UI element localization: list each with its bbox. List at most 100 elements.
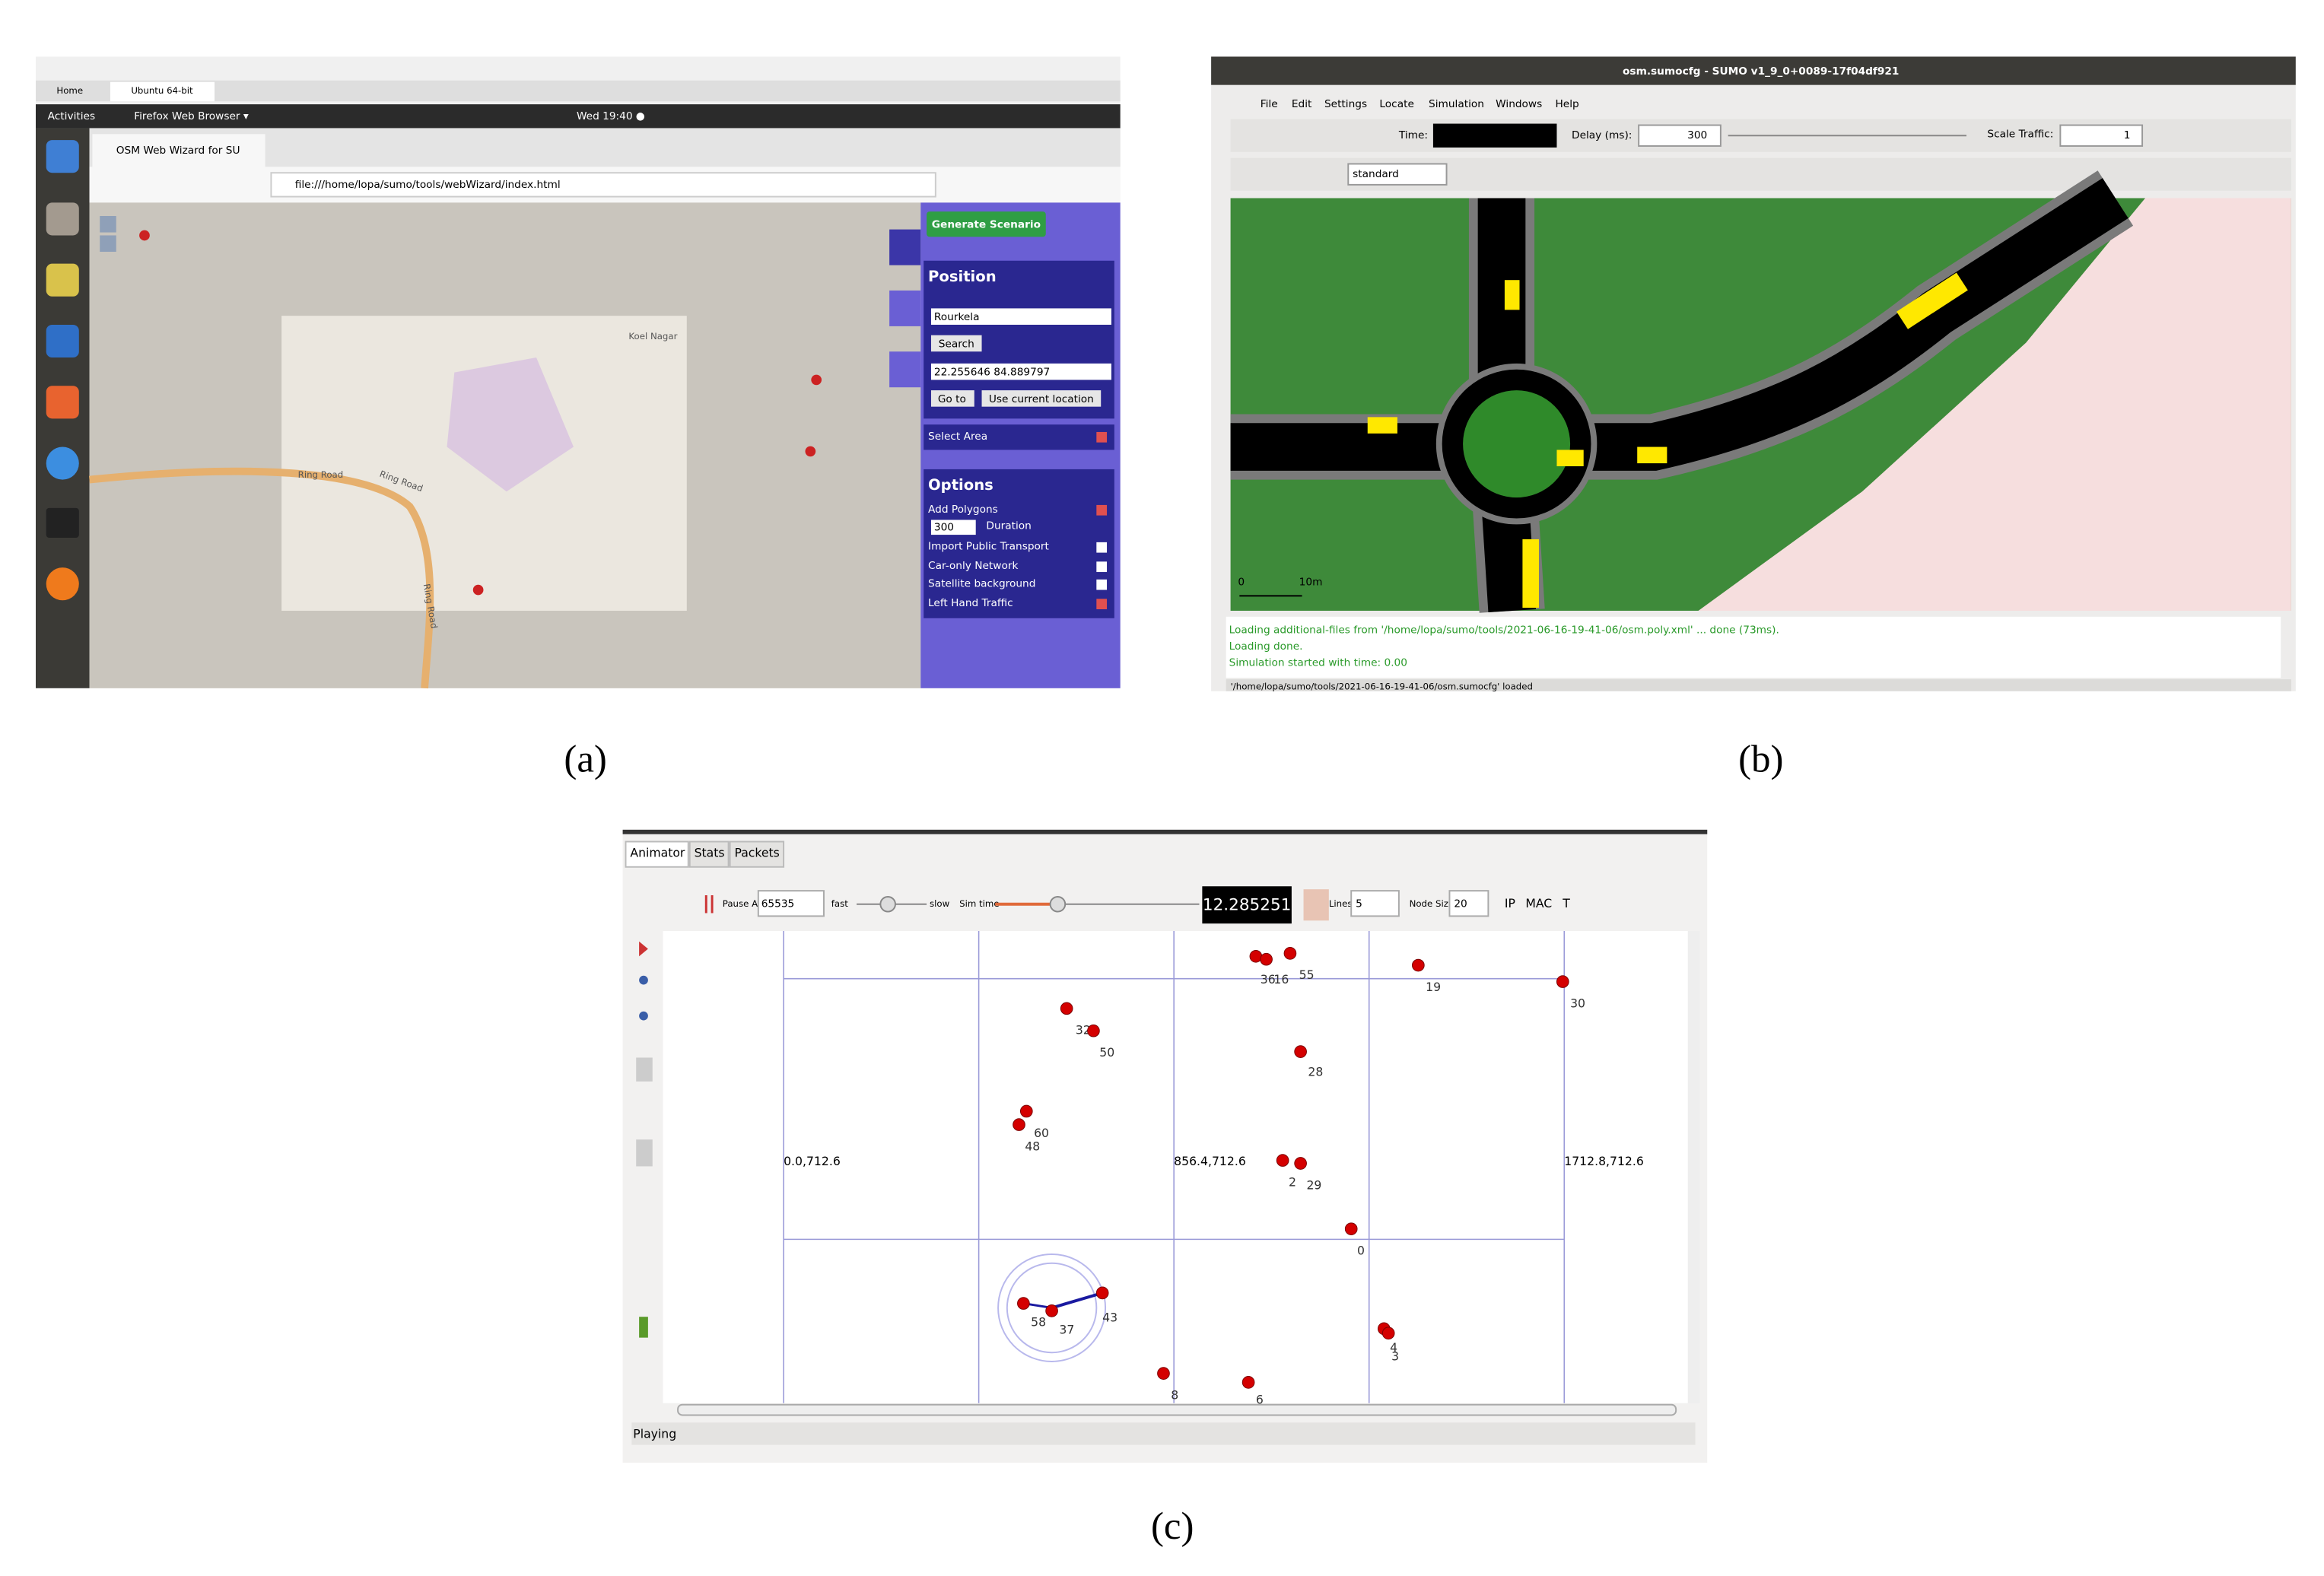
menu-item[interactable]: Windows (1496, 98, 1542, 110)
vm-tab-bar (36, 80, 1121, 102)
node-label: 19 (1426, 980, 1441, 994)
node[interactable] (1045, 1304, 1058, 1317)
tool-icon[interactable] (636, 1057, 653, 1082)
pause-input[interactable] (757, 890, 825, 917)
tool-icon[interactable] (639, 1011, 648, 1021)
node[interactable] (1157, 1367, 1170, 1380)
v-scrollbar[interactable] (1687, 931, 1700, 1403)
option-label: Import Public Transport (928, 541, 1049, 553)
menu-item[interactable]: Locate (1379, 98, 1413, 110)
current-location-button[interactable] (981, 390, 1102, 407)
checkbox[interactable] (1096, 599, 1108, 609)
checkbox[interactable] (1096, 431, 1108, 443)
url-bar (270, 172, 936, 198)
node[interactable] (1249, 949, 1263, 963)
checkbox[interactable] (1096, 579, 1108, 590)
node[interactable] (1260, 952, 1273, 966)
toggle[interactable]: T (1562, 896, 1570, 910)
node-label: 3 (1391, 1349, 1399, 1364)
duration-value: 300 (934, 521, 954, 533)
bus (1896, 272, 1968, 329)
node[interactable] (1412, 958, 1425, 972)
tab-label: Stats (695, 846, 725, 860)
goto-button[interactable] (930, 390, 974, 407)
menu-item[interactable]: Edit (1292, 98, 1312, 110)
node[interactable] (1013, 1118, 1025, 1131)
node[interactable] (1294, 1157, 1307, 1170)
range-ring (1006, 1262, 1098, 1354)
time-label: Time: (1398, 129, 1428, 141)
delay-input[interactable] (1638, 124, 1722, 147)
map-marker (472, 584, 484, 596)
tab[interactable] (688, 840, 730, 868)
top-bar (36, 104, 1121, 129)
tool-icon[interactable] (639, 941, 648, 957)
lines-input[interactable] (1350, 890, 1400, 917)
node[interactable] (1294, 1045, 1307, 1058)
goto-label: Go to (938, 393, 966, 405)
toggle[interactable]: IP (1505, 896, 1515, 910)
node-label: 36 (1261, 972, 1276, 987)
options-title: Options (928, 476, 994, 494)
slider-handle[interactable] (879, 895, 896, 913)
slider-handle[interactable] (1049, 895, 1067, 913)
tab[interactable] (625, 840, 689, 868)
node-label: 30 (1570, 996, 1585, 1010)
vehicles-tab[interactable] (889, 290, 921, 326)
tab-label: Packets (734, 846, 779, 860)
copyright-tab[interactable] (889, 351, 921, 388)
location-input[interactable] (930, 308, 1111, 325)
scale-input[interactable] (2059, 124, 2144, 147)
activities: Activities (48, 110, 95, 122)
h-scrollbar[interactable] (677, 1403, 1677, 1416)
fast-label: fast (831, 898, 848, 909)
node[interactable] (1019, 1104, 1033, 1118)
tab[interactable] (729, 840, 785, 868)
search-button[interactable] (930, 335, 982, 352)
log-area (1226, 616, 2281, 678)
menu-item[interactable]: Help (1556, 98, 1579, 110)
node[interactable] (1087, 1024, 1100, 1037)
menu-item[interactable]: Simulation (1429, 98, 1484, 110)
node[interactable] (1381, 1327, 1395, 1340)
menu-item[interactable]: File (1261, 98, 1278, 110)
checkbox[interactable] (1096, 561, 1108, 573)
tool-icon[interactable] (636, 1139, 653, 1167)
node[interactable] (1556, 975, 1569, 988)
toggle[interactable]: MAC (1525, 896, 1552, 910)
option-label: Car-only Network (928, 560, 1018, 572)
generate-button[interactable] (927, 211, 1046, 237)
panel-b: osm.sumocfg - SUMO v1_9_0+0089-17f04df92… (1211, 56, 2296, 780)
node-label: 60 (1034, 1126, 1049, 1140)
coords-input[interactable] (930, 363, 1111, 380)
zoom-out[interactable] (100, 235, 116, 252)
checkbox[interactable] (1096, 504, 1108, 516)
menu-item[interactable]: Settings (1324, 98, 1367, 110)
vm-tab-label: Home (56, 85, 83, 96)
node[interactable] (1241, 1376, 1255, 1389)
duration-input[interactable] (930, 520, 976, 535)
status-bar (631, 1422, 1696, 1445)
roundabout-island (1463, 390, 1571, 498)
node[interactable] (1017, 1297, 1030, 1310)
log-line: Loading additional-files from '/home/lop… (1229, 624, 1779, 636)
dock-icon (46, 263, 79, 297)
pause-label: Pause At (723, 898, 761, 909)
window-title: osm.sumocfg - SUMO v1_9_0+0089-17f04df92… (1623, 65, 1899, 78)
tool-icon[interactable] (639, 1317, 648, 1338)
node[interactable] (1283, 947, 1297, 960)
scheme-select[interactable] (1347, 163, 1448, 186)
panel-a: Activities Firefox Web Browser ▾ Wed 19:… (36, 56, 1121, 780)
node[interactable] (1060, 1002, 1073, 1015)
settings-tab[interactable] (889, 229, 921, 265)
zoom-in[interactable] (100, 216, 116, 233)
node[interactable] (1276, 1154, 1289, 1167)
node[interactable] (1344, 1222, 1358, 1235)
checkbox[interactable] (1096, 542, 1108, 553)
node-size-input[interactable] (1448, 890, 1489, 917)
tool-icon[interactable] (639, 975, 648, 985)
status: '/home/lopa/sumo/tools/2021-06-16-19-41-… (1231, 681, 1533, 691)
node[interactable] (1095, 1286, 1109, 1300)
grid-toggle[interactable] (1303, 889, 1329, 921)
